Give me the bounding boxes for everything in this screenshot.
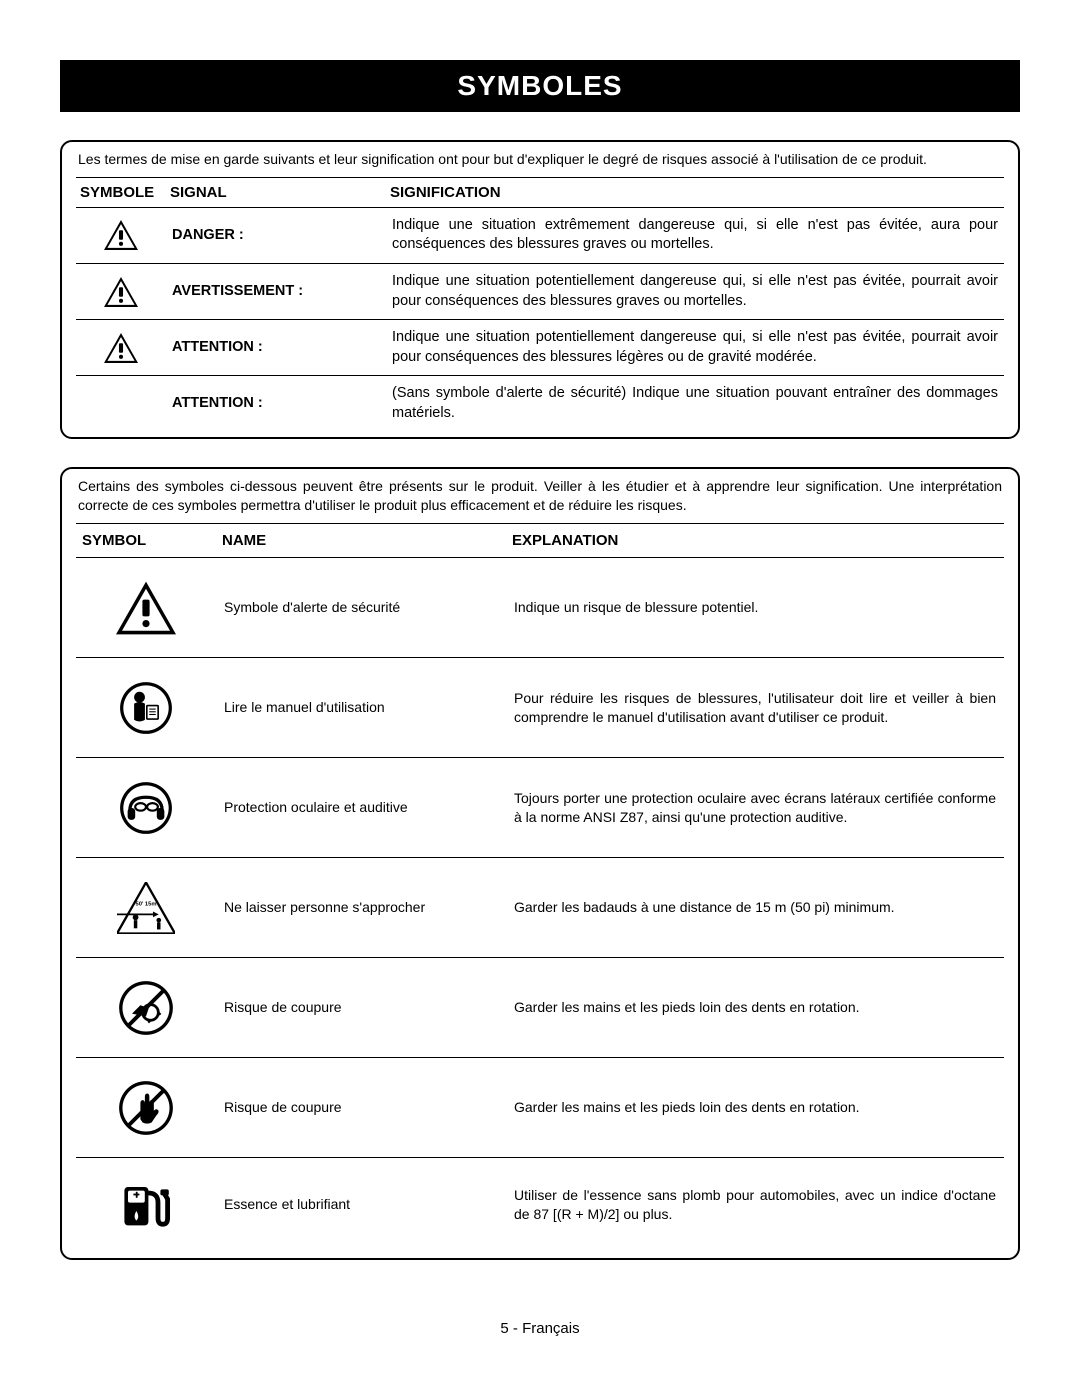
cell-name: Symbole d'alerte de sécurité [216,558,506,658]
cell-explanation: Garder les badauds à une distance de 15 … [506,858,1004,958]
cell-icon [76,207,166,263]
cell-explanation: Garder les mains et les pieds loin des d… [506,958,1004,1058]
cell-icon [76,758,216,858]
table-row: Symbole d'alerte de sécurité Indique un … [76,558,1004,658]
cell-icon [76,264,166,320]
cell-icon [76,1058,216,1158]
cell-name: Lire le manuel d'utilisation [216,658,506,758]
cell-icon [76,320,166,376]
header-signal: SIGNAL [166,177,386,207]
cell-signal: AVERTISSEMENT : [166,264,386,320]
read-manual-icon [119,698,173,714]
header-symbole: SYMBOLE [76,177,166,207]
cell-name: Protection oculaire et auditive [216,758,506,858]
cell-name: Risque de coupure [216,1058,506,1158]
table-row: DANGER : Indique une situation extrêmeme… [76,207,1004,263]
eye-ear-protection-icon [119,798,173,814]
table-row: Risque de coupure Garder les mains et le… [76,1058,1004,1158]
page-title: SYMBOLES [60,60,1020,112]
alert-icon [104,283,138,299]
cell-signal: ATTENTION : [166,376,386,438]
no-hands-icon [118,1098,174,1114]
cell-signification: Indique une situation potentiellement da… [386,320,1004,376]
cell-signification: (Sans symbole d'alerte de sécurité) Indi… [386,376,1004,438]
box1-intro: Les termes de mise en garde suivants et … [76,150,1004,175]
symbols-table: SYMBOL NAME EXPLANATION Symbole d'alerte… [76,523,1004,1258]
table-row: ATTENTION : (Sans symbole d'alerte de sé… [76,376,1004,438]
cell-explanation: Indique un risque de blessure potentiel. [506,558,1004,658]
cell-signification: Indique une situation potentiellement da… [386,264,1004,320]
alert-icon [104,340,138,356]
cell-signification: Indique une situation extrêmement danger… [386,207,1004,263]
keep-bystanders-away-icon: 50' 15m [117,898,175,914]
cell-icon [76,558,216,658]
cell-icon [76,376,166,438]
header-symbol: SYMBOL [76,524,216,558]
cell-signal: DANGER : [166,207,386,263]
cell-signal: ATTENTION : [166,320,386,376]
table-row: Lire le manuel d'utilisation Pour réduir… [76,658,1004,758]
cell-icon [76,1158,216,1258]
cutting-hazard-icon [118,998,174,1014]
cell-icon [76,658,216,758]
table-row: ATTENTION : Indique une situation potent… [76,320,1004,376]
header-name: NAME [216,524,506,558]
cell-explanation: Garder les mains et les pieds loin des d… [506,1058,1004,1158]
cell-icon: 50' 15m [76,858,216,958]
table-row: AVERTISSEMENT : Indique une situation po… [76,264,1004,320]
page: SYMBOLES Les termes de mise en garde sui… [0,0,1080,1377]
cell-name: Risque de coupure [216,958,506,1058]
safety-alert-icon [116,598,176,614]
symbols-box: Certains des symboles ci-dessous peuvent… [60,467,1020,1259]
fuel-lubricant-icon [116,1196,176,1212]
table-row: Risque de coupure Garder les mains et le… [76,958,1004,1058]
cell-explanation: Tojours porter une protection oculaire a… [506,758,1004,858]
header-signification: SIGNIFICATION [386,177,1004,207]
cell-icon [76,958,216,1058]
table-header-row: SYMBOLE SIGNAL SIGNIFICATION [76,177,1004,207]
page-footer: 5 - Français [60,1320,1020,1337]
cell-explanation: Utiliser de l'essence sans plomb pour au… [506,1158,1004,1258]
alert-icon [104,227,138,243]
cell-name: Essence et lubrifiant [216,1158,506,1258]
header-explanation: EXPLANATION [506,524,1004,558]
box2-intro: Certains des symboles ci-dessous peuvent… [76,477,1004,521]
cell-name: Ne laisser personne s'approcher [216,858,506,958]
table-row: 50' 15m Ne laisser personne s'approcher … [76,858,1004,958]
table-row: Protection oculaire et auditive Tojours … [76,758,1004,858]
svg-text:50' 15m: 50' 15m [135,901,156,907]
table-header-row: SYMBOL NAME EXPLANATION [76,524,1004,558]
signal-words-box: Les termes de mise en garde suivants et … [60,140,1020,439]
cell-explanation: Pour réduire les risques de blessures, l… [506,658,1004,758]
signal-words-table: SYMBOLE SIGNAL SIGNIFICATION DANGER : In… [76,177,1004,438]
table-row: Essence et lubrifiant Utiliser de l'esse… [76,1158,1004,1258]
